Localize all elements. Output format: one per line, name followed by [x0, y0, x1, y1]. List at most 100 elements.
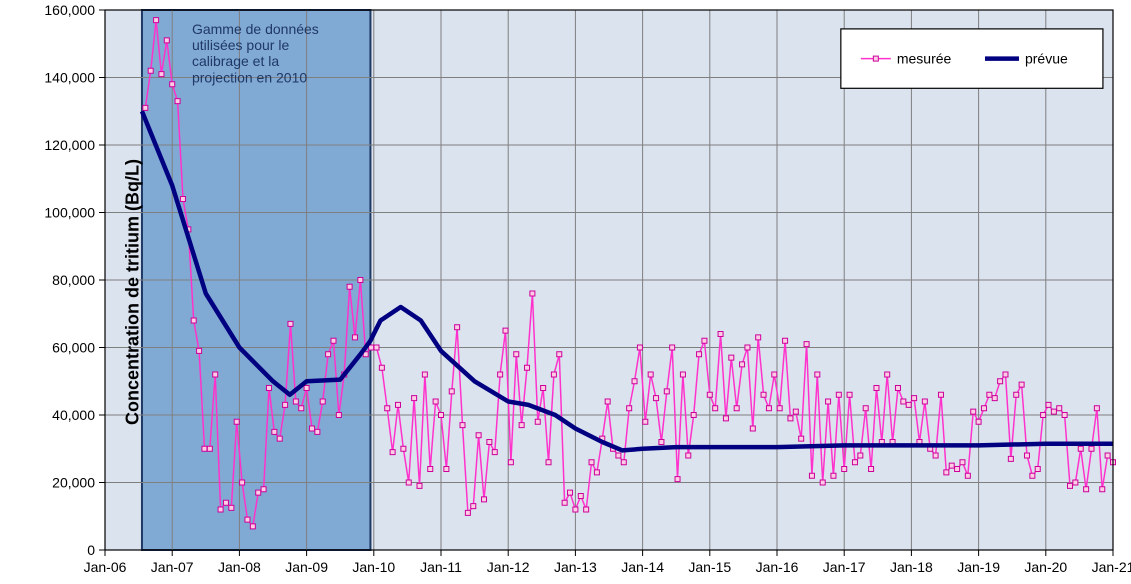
series-mesuree-marker [895, 386, 900, 391]
series-mesuree-marker [906, 402, 911, 407]
series-mesuree-marker [336, 413, 341, 418]
series-mesuree-marker [261, 487, 266, 492]
series-mesuree-marker [912, 396, 917, 401]
series-mesuree-marker [482, 497, 487, 502]
series-mesuree-marker [315, 429, 320, 434]
series-mesuree-marker [885, 372, 890, 377]
series-mesuree-marker [551, 372, 556, 377]
series-mesuree-marker [508, 460, 513, 465]
series-mesuree-marker [293, 399, 298, 404]
ytick-label: 140,000 [44, 70, 95, 86]
series-mesuree-marker [519, 423, 524, 428]
series-mesuree-marker [541, 386, 546, 391]
series-mesuree-marker [691, 413, 696, 418]
series-mesuree-marker [546, 460, 551, 465]
ytick-label: 40,000 [52, 407, 95, 423]
series-mesuree-marker [213, 372, 218, 377]
series-mesuree-marker [772, 372, 777, 377]
series-mesuree-marker [229, 505, 234, 510]
series-mesuree-marker [406, 480, 411, 485]
series-mesuree-marker [831, 473, 836, 478]
xtick-label: Jan-13 [554, 559, 597, 575]
series-mesuree-marker [955, 467, 960, 472]
series-mesuree-marker [842, 467, 847, 472]
legend-prevue-label: prévue [1025, 51, 1068, 67]
series-mesuree-marker [148, 68, 153, 73]
series-mesuree-marker [1057, 406, 1062, 411]
series-mesuree-marker [734, 406, 739, 411]
series-mesuree-marker [1024, 453, 1029, 458]
series-mesuree-marker [788, 416, 793, 421]
y-axis-title: Concentration de tritium (Bq/L) [122, 159, 143, 425]
xtick-label: Jan-08 [218, 559, 261, 575]
series-mesuree-marker [960, 460, 965, 465]
series-mesuree-marker [250, 524, 255, 529]
series-mesuree-marker [584, 507, 589, 512]
series-mesuree-marker [1094, 406, 1099, 411]
ytick-label: 20,000 [52, 475, 95, 491]
series-mesuree-marker [390, 450, 395, 455]
series-mesuree-marker [992, 396, 997, 401]
series-mesuree-marker [1035, 467, 1040, 472]
xtick-label: Jan-11 [420, 559, 462, 575]
series-mesuree-marker [971, 409, 976, 414]
series-mesuree-marker [433, 399, 438, 404]
series-mesuree-marker [637, 345, 642, 350]
series-mesuree-marker [643, 419, 648, 424]
series-mesuree-marker [379, 365, 384, 370]
series-mesuree-marker [326, 352, 331, 357]
xtick-label: Jan-14 [621, 559, 664, 575]
series-mesuree-marker [589, 460, 594, 465]
tritium-chart: Concentration de tritium (Bq/L) Gamme de… [0, 0, 1131, 584]
series-mesuree-marker [820, 480, 825, 485]
series-mesuree-marker [1105, 453, 1110, 458]
series-mesuree-marker [1089, 446, 1094, 451]
series-mesuree-marker [998, 379, 1003, 384]
series-mesuree-marker [535, 419, 540, 424]
xtick-label: Jan-12 [487, 559, 530, 575]
series-mesuree-marker [460, 423, 465, 428]
series-mesuree-marker [1003, 372, 1008, 377]
series-mesuree-marker [492, 450, 497, 455]
legend-mesuree-label: mesurée [897, 51, 952, 67]
series-mesuree-marker [164, 38, 169, 43]
series-mesuree-marker [207, 446, 212, 451]
series-mesuree-marker [799, 436, 804, 441]
series-mesuree-marker [729, 355, 734, 360]
ytick-label: 0 [87, 542, 95, 558]
series-mesuree-marker [680, 372, 685, 377]
series-mesuree-marker [654, 396, 659, 401]
series-mesuree-marker [605, 399, 610, 404]
series-mesuree-marker [428, 467, 433, 472]
series-mesuree-marker [852, 460, 857, 465]
series-mesuree-marker [530, 291, 535, 296]
series-mesuree-marker [358, 278, 363, 283]
xtick-label: Jan-07 [151, 559, 194, 575]
series-mesuree-marker [740, 362, 745, 367]
series-mesuree-marker [981, 406, 986, 411]
series-mesuree-marker [723, 416, 728, 421]
series-mesuree-marker [444, 467, 449, 472]
series-mesuree-marker [304, 386, 309, 391]
series-mesuree-marker [766, 406, 771, 411]
series-mesuree-marker [202, 446, 207, 451]
series-mesuree-marker [1073, 480, 1078, 485]
ytick-label: 60,000 [52, 340, 95, 356]
series-mesuree-marker [465, 510, 470, 515]
series-mesuree-marker [385, 406, 390, 411]
xtick-label: Jan-21 [1092, 559, 1131, 575]
series-mesuree-marker [750, 426, 755, 431]
series-mesuree-marker [578, 494, 583, 499]
series-mesuree-marker [191, 318, 196, 323]
series-mesuree-marker [422, 372, 427, 377]
series-mesuree-marker [702, 338, 707, 343]
series-mesuree-marker [154, 18, 159, 23]
series-mesuree-marker [283, 402, 288, 407]
xtick-label: Jan-16 [756, 559, 799, 575]
series-mesuree-marker [159, 72, 164, 77]
series-mesuree-marker [331, 338, 336, 343]
series-mesuree-marker [836, 392, 841, 397]
series-mesuree-marker [562, 500, 567, 505]
series-mesuree-marker [266, 386, 271, 391]
xtick-label: Jan-19 [957, 559, 1000, 575]
